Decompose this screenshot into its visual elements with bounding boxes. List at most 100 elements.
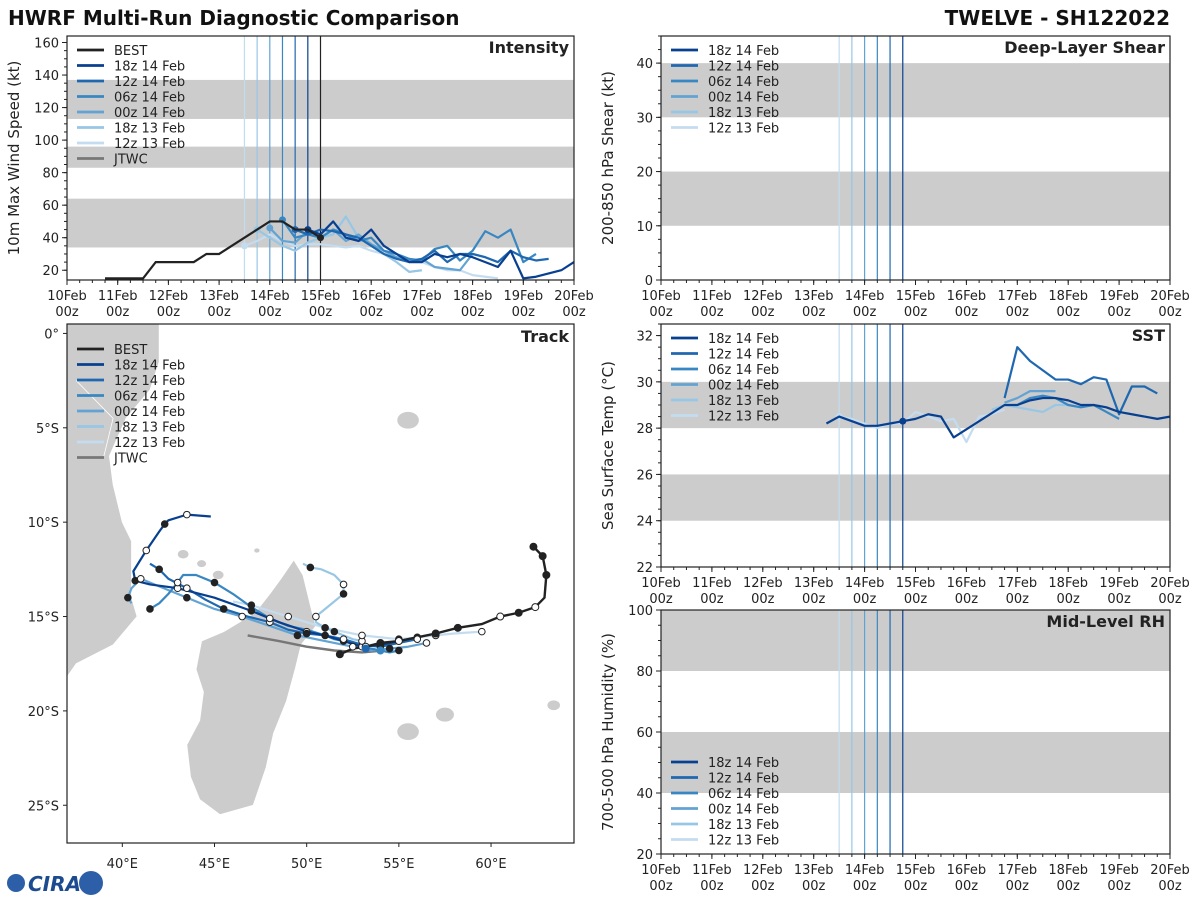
shear-ytick-label-10: 10 (636, 220, 653, 235)
intensity-legend-label-5: 18z 13 Feb (114, 122, 185, 137)
rh-legend-label-0: 18z 14 Feb (708, 756, 779, 771)
sst-ytick-label-24: 24 (636, 515, 653, 530)
shear-xtick-label-7: 17Feb (998, 289, 1038, 304)
shear-legend-label-4: 18z 13 Feb (708, 106, 779, 121)
track-current-position-1 (376, 646, 385, 655)
track-xtick-label-2: 50°E (291, 857, 322, 872)
intensity-ytick-label-160: 160 (34, 37, 59, 52)
sst-series-group (825, 346, 1170, 444)
intensity-ytick-label-80: 80 (42, 167, 59, 182)
intensity-xtick-label-8: 18Feb (453, 289, 493, 304)
track-best-line (339, 545, 548, 656)
sst-xtick-sub-8: 00z (1057, 592, 1081, 607)
track-marker-18z-13-feb (330, 627, 339, 636)
sst-ytick-label-28: 28 (636, 422, 653, 437)
intensity-init-marker-3 (266, 224, 274, 232)
globe-icon (7, 874, 25, 892)
rh-xtick-sub-4: 00z (853, 879, 877, 894)
track-marker-12z-14-feb (413, 635, 422, 643)
track-marker-12z-14-feb (339, 635, 348, 643)
shear-xtick-label-2: 12Feb (743, 289, 783, 304)
sst-xtick-sub-3: 00z (802, 592, 826, 607)
shear-legend-label-2: 06z 14 Feb (708, 75, 779, 90)
shear-ytick-label-40: 40 (636, 57, 653, 72)
island-6 (212, 570, 224, 580)
sst-xtick-label-5: 15Feb (896, 576, 936, 591)
intensity-best-line (105, 220, 322, 280)
shear-band-1 (661, 63, 1170, 118)
track-marker-12z-13-feb (247, 601, 256, 610)
rh-ytick-label-40: 40 (636, 787, 653, 802)
sst-xtick-label-0: 10Feb (641, 576, 681, 591)
rh-title: Mid-Level RH (1046, 612, 1165, 631)
track-best-marker (335, 650, 344, 659)
shear-xtick-sub-4: 00z (853, 305, 877, 320)
shear-xtick-sub-2: 00z (751, 305, 775, 320)
storm-id: TWELVE - SH122022 (945, 6, 1170, 30)
intensity-legend-label-4: 00z 14 Feb (114, 106, 185, 121)
track-marker-06z-14-feb (395, 646, 403, 655)
rh-panel: 2040608010010Feb00z11Feb00z12Feb00z13Feb… (599, 604, 1190, 894)
rh-xtick-sub-6: 00z (955, 879, 979, 894)
rh-ytick-label-20: 20 (636, 848, 653, 863)
shear-xtick-sub-9: 00z (1107, 305, 1131, 320)
shear-xtick-label-6: 16Feb (947, 289, 987, 304)
rh-xtick-label-0: 10Feb (641, 863, 681, 878)
rh-xtick-sub-7: 00z (1006, 879, 1030, 894)
shear-xtick-label-3: 13Feb (794, 289, 834, 304)
rh-xtick-label-4: 14Feb (845, 863, 885, 878)
track-best-marker (453, 623, 462, 632)
intensity-ytick-label-140: 140 (34, 69, 59, 84)
shear-band-0 (661, 171, 1170, 226)
track-title: Track (521, 327, 569, 346)
intensity-xtick-sub-1: 00z (106, 305, 130, 320)
intensity-ytick-label-100: 100 (34, 134, 59, 149)
shear-xtick-label-1: 11Feb (692, 289, 732, 304)
track-ytick-label-0: 0° (44, 327, 59, 342)
intensity-xtick-label-5: 15Feb (301, 289, 341, 304)
rh-xtick-label-9: 19Feb (1099, 863, 1139, 878)
track-marker-12z-13-feb (478, 627, 486, 636)
track-marker-06z-14-feb (146, 605, 154, 613)
intensity-panel: 2040608010012014016010Feb00z11Feb00z12Fe… (5, 35, 594, 320)
track-marker-18z-13-feb (312, 612, 320, 621)
track-best-marker (542, 571, 551, 580)
shear-xtick-sub-6: 00z (955, 305, 979, 320)
track-marker-18z-13-feb (339, 590, 348, 598)
rh-ytick-label-60: 60 (636, 726, 653, 741)
logo-text: CIRA (28, 872, 81, 896)
shear-xtick-sub-10: 00z (1158, 305, 1182, 320)
track-marker-18z-14-feb (183, 510, 191, 519)
track-marker-06z-14-feb (210, 578, 219, 587)
track-marker-18z-13-feb (339, 580, 348, 589)
intensity-xtick-label-9: 19Feb (504, 289, 544, 304)
track-marker-00z-14-feb (183, 593, 191, 602)
intensity-series-18z-14-feb (307, 220, 574, 280)
figure-title: HWRF Multi-Run Diagnostic Comparison (8, 6, 459, 30)
rh-legend-label-4: 18z 13 Feb (708, 818, 779, 833)
intensity-xtick-label-0: 10Feb (47, 289, 87, 304)
shear-ytick-label-30: 30 (636, 111, 653, 126)
track-marker-18z-13-feb (306, 563, 315, 572)
track-legend-label-5: 18z 13 Feb (114, 421, 185, 436)
intensity-xtick-sub-8: 00z (461, 305, 485, 320)
track-legend-label-3: 06z 14 Feb (114, 390, 185, 405)
intensity-xtick-label-10: 20Feb (554, 289, 594, 304)
madagascar-landmass (186, 559, 317, 816)
shear-ylabel: 200-850 hPa Shear (kt) (599, 71, 617, 245)
track-marker-12z-14-feb (219, 605, 228, 613)
sst-xtick-sub-2: 00z (751, 592, 775, 607)
shear-xtick-sub-7: 00z (1006, 305, 1030, 320)
sst-xtick-label-10: 20Feb (1150, 576, 1190, 591)
sst-xtick-label-1: 11Feb (692, 576, 732, 591)
intensity-legend-label-3: 06z 14 Feb (114, 91, 185, 106)
sst-xtick-sub-4: 00z (853, 592, 877, 607)
rh-xtick-sub-1: 00z (700, 879, 724, 894)
track-ytick-label-2: 10°S (28, 516, 59, 531)
shear-legend-label-5: 12z 13 Feb (708, 122, 779, 137)
track-marker-12z-14-feb (183, 584, 191, 593)
sst-series-06z-14-feb (1016, 394, 1120, 420)
rh-ytick-label-100: 100 (628, 604, 653, 619)
sst-legend-label-1: 12z 14 Feb (708, 348, 779, 363)
